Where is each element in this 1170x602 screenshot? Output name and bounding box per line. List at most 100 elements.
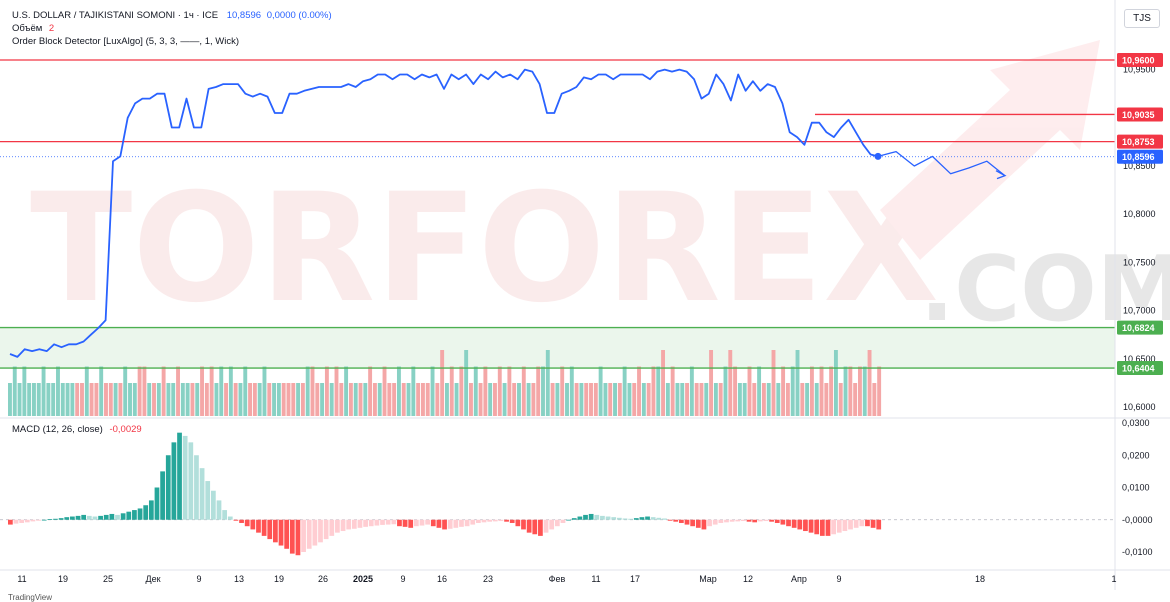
volume-bar [296,383,301,416]
macd-bar [301,519,306,552]
macd-bar [273,519,278,543]
macd-bar [724,519,729,523]
macd-bar [679,519,684,523]
macd-bar [335,519,340,533]
macd-bar [865,519,870,527]
volume-bar [392,383,397,416]
volume-bar [329,383,334,416]
macd-bar [498,519,504,522]
time-tick: 12 [743,574,753,584]
volume-bar [344,366,349,416]
macd-bar [752,519,758,523]
volume-bar [214,383,219,416]
volume-bar [449,366,454,416]
volume-bar [238,383,243,416]
macd-bar [425,519,431,525]
macd-tick: 0,0200 [1122,450,1150,460]
volume-bar [694,383,699,416]
volume-bar [877,366,882,416]
volume-bar [147,383,152,416]
volume-bar [507,366,512,416]
macd-bar [244,519,250,527]
price-tick: 10,8500 [1123,161,1156,171]
price-tick: 10,7500 [1123,257,1156,267]
macd-header[interactable]: MACD (12, 26, close) -0,0029 [12,424,142,436]
volume-bar [51,383,56,416]
volume-bar [324,366,329,416]
volume-bar [8,383,12,416]
macd-bar [239,519,244,523]
volume-bar [829,366,834,416]
macd-bar [554,519,560,527]
volume-bar [569,366,574,416]
forecast-line [877,150,1006,177]
volume-histogram [8,350,882,416]
macd-bar [594,514,600,520]
macd-bar [729,519,735,522]
macd-axis[interactable]: 0,0300 0,0200 0,0100 -0,0000 -0,0100 [1122,418,1153,557]
volume-bar [401,383,406,416]
macd-bar [222,510,228,520]
volume-bar [94,383,99,416]
macd-bar [492,519,498,522]
volume-bar [661,350,666,416]
volume-bar [541,366,545,416]
volume-bar [305,366,310,416]
macd-bar [470,519,476,525]
time-axis[interactable]: 11 19 25 Дек 9 13 19 26 2025 9 16 23 Фев 11 17 Мар 12 Апр… [17,574,1116,584]
volume-bar [848,366,853,416]
volume-bar [272,383,277,416]
volume-bar [252,383,257,416]
macd-bar [340,519,346,532]
volume-bar [613,383,617,416]
volume-bar [555,383,560,416]
macd-bar [250,519,256,530]
macd-bar [267,519,273,540]
macd-histogram [0,432,1115,556]
volume-bar [641,383,646,416]
macd-bar [588,513,594,520]
symbol-title[interactable]: U.S. DOLLAR / TAJIKISTANI SOMONI · 1ч · … [12,10,219,21]
level-label-bg [1117,53,1163,67]
volume-bar [152,383,156,416]
macd-bar [148,500,154,520]
volume-bar [416,383,421,416]
volume-bar [406,383,411,416]
macd-bar [295,519,301,556]
currency-button[interactable]: TJS [1124,9,1160,28]
macd-bar [182,435,188,520]
macd-bar [41,519,47,521]
volume-label: Объём [12,23,43,34]
volume-bar [368,366,373,416]
macd-bar [667,519,673,521]
volume-bar [646,383,651,416]
volume-bar [156,383,161,416]
volume-bar [454,383,459,416]
volume-bar [824,383,829,416]
macd-bar [628,518,633,520]
volume-bar [742,383,747,416]
time-tick: 9 [400,574,405,584]
volume-bar [517,383,521,416]
time-tick: 19 [58,574,68,584]
macd-bar [831,519,836,535]
macd-bar [718,519,724,523]
volume-bar [574,383,579,416]
indicator-header[interactable]: Order Block Detector [LuxAlgo] (5, 3, 3,… [12,36,239,48]
volume-bar [473,366,478,416]
macd-bar [464,519,470,527]
time-tick: 19 [274,574,284,584]
volume-bar [267,383,272,416]
macd-bar [583,514,588,520]
volume-bar [680,383,685,416]
volume-bar [737,383,742,416]
macd-bar [532,519,538,535]
volume-bar [132,383,137,416]
macd-bar [81,514,87,520]
price-axis[interactable]: 10,9500 10,8500 10,8000 10,7500 10,7000 10,65… [1123,65,1156,412]
volume-bar [545,350,550,416]
volume-bar [22,366,27,416]
forecast-arrowhead [995,170,1007,180]
volume-header[interactable]: Объём 2 [12,23,54,35]
watermark-tor: TORFOREX [30,162,939,336]
